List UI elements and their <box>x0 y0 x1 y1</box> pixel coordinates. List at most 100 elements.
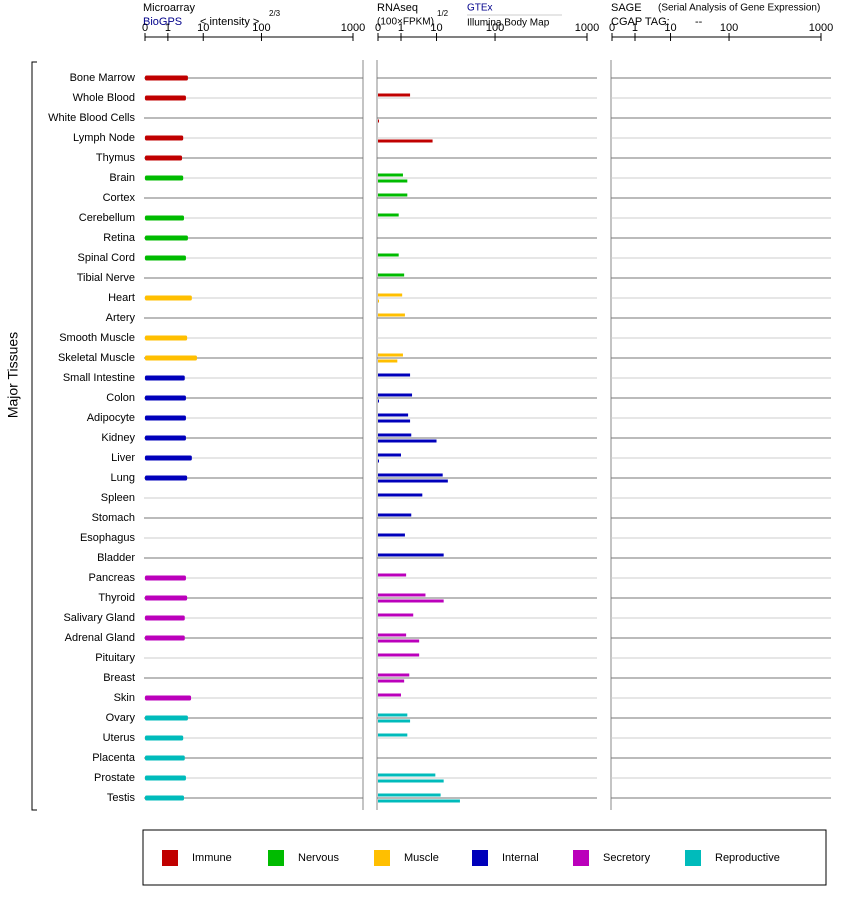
panel-title: RNAseq <box>377 2 418 14</box>
bar <box>378 693 401 697</box>
legend-swatch <box>162 850 178 866</box>
category-label: Salivary Gland <box>63 612 135 624</box>
category-label: Artery <box>106 312 136 324</box>
axis-power: 1/2 <box>437 9 449 18</box>
source: Illumina Body Map <box>467 18 550 29</box>
category-label: Smooth Muscle <box>59 332 135 344</box>
bar <box>145 735 184 741</box>
bar <box>145 255 186 261</box>
bar <box>145 295 192 301</box>
bar <box>378 713 408 717</box>
category-label: Cerebellum <box>79 212 135 224</box>
bar <box>378 139 433 143</box>
bar <box>378 773 436 777</box>
category-label: Heart <box>108 292 135 304</box>
bar <box>145 595 188 601</box>
bar <box>145 215 184 221</box>
x-tick-label: 1000 <box>575 22 599 34</box>
panel-title: Microarray <box>143 2 195 14</box>
category-label: Skin <box>114 692 135 704</box>
category-label: Bone Marrow <box>70 72 135 84</box>
bar <box>378 673 410 677</box>
bar <box>378 479 448 483</box>
x-tick-label: 1 <box>165 22 171 34</box>
bar <box>378 599 444 603</box>
bar <box>378 193 408 197</box>
category-label: Spinal Cord <box>78 252 135 264</box>
legend-swatch <box>472 850 488 866</box>
category-label: Retina <box>103 232 136 244</box>
bar <box>378 253 399 257</box>
bar <box>378 413 409 417</box>
bar <box>378 293 403 297</box>
bar <box>145 75 188 81</box>
bar <box>378 273 405 277</box>
bar <box>145 755 185 761</box>
legend-label: Internal <box>502 852 539 864</box>
bar <box>378 633 407 637</box>
bar <box>378 513 412 517</box>
bar <box>145 475 188 481</box>
category-label: Kidney <box>101 432 135 444</box>
category-label: Uterus <box>103 732 136 744</box>
category-label: Spleen <box>101 492 135 504</box>
category-label: Esophagus <box>80 532 136 544</box>
bar <box>378 399 379 403</box>
bar <box>145 175 184 181</box>
category-label: White Blood Cells <box>48 112 135 124</box>
x-tick-label: 1 <box>398 22 404 34</box>
legend-swatch <box>268 850 284 866</box>
tag-label: CGAP TAG: <box>611 16 670 28</box>
category-label: Lymph Node <box>73 132 135 144</box>
bar <box>378 393 413 397</box>
axis-label: (100×FPKM) <box>377 17 434 28</box>
bar <box>145 575 186 581</box>
x-tick-label: 0 <box>609 22 615 34</box>
category-label: Prostate <box>94 772 135 784</box>
category-label: Ovary <box>106 712 136 724</box>
bar <box>145 395 186 401</box>
legend-swatch <box>374 850 390 866</box>
bar <box>378 359 398 363</box>
bar <box>145 135 184 141</box>
panel-title: SAGE <box>611 2 642 14</box>
bar <box>378 373 411 377</box>
bar <box>378 733 408 737</box>
legend-label: Secretory <box>603 852 651 864</box>
bar <box>145 375 185 381</box>
bar <box>145 455 192 461</box>
bar <box>145 635 185 641</box>
bar <box>145 775 186 781</box>
x-tick-label: 0 <box>375 22 381 34</box>
x-tick-label: 100 <box>252 22 270 34</box>
bar <box>378 573 407 577</box>
x-tick-label: 0 <box>142 22 148 34</box>
category-label: Whole Blood <box>73 92 135 104</box>
category-label: Thymus <box>96 152 136 164</box>
legend-label: Reproductive <box>715 852 780 864</box>
x-tick-label: 10 <box>664 22 676 34</box>
bar <box>145 715 188 721</box>
bar <box>378 779 444 783</box>
bar <box>378 533 405 537</box>
bar <box>145 355 197 361</box>
bar <box>378 493 423 497</box>
bar <box>378 433 412 437</box>
x-tick-label: 100 <box>486 22 504 34</box>
bar <box>378 473 443 477</box>
bar <box>378 453 401 457</box>
x-tick-label: 1 <box>632 22 638 34</box>
bar <box>378 419 411 423</box>
category-label: Skeletal Muscle <box>58 352 135 364</box>
category-label: Thyroid <box>98 592 135 604</box>
bar <box>378 653 420 657</box>
x-tick-label: 100 <box>720 22 738 34</box>
bar <box>378 93 411 97</box>
y-axis-label: Major Tissues <box>5 332 21 418</box>
category-label: Small Intestine <box>63 372 135 384</box>
bar <box>378 613 414 617</box>
tag: -- <box>695 16 703 28</box>
category-label: Pancreas <box>89 572 136 584</box>
bar <box>378 459 379 463</box>
